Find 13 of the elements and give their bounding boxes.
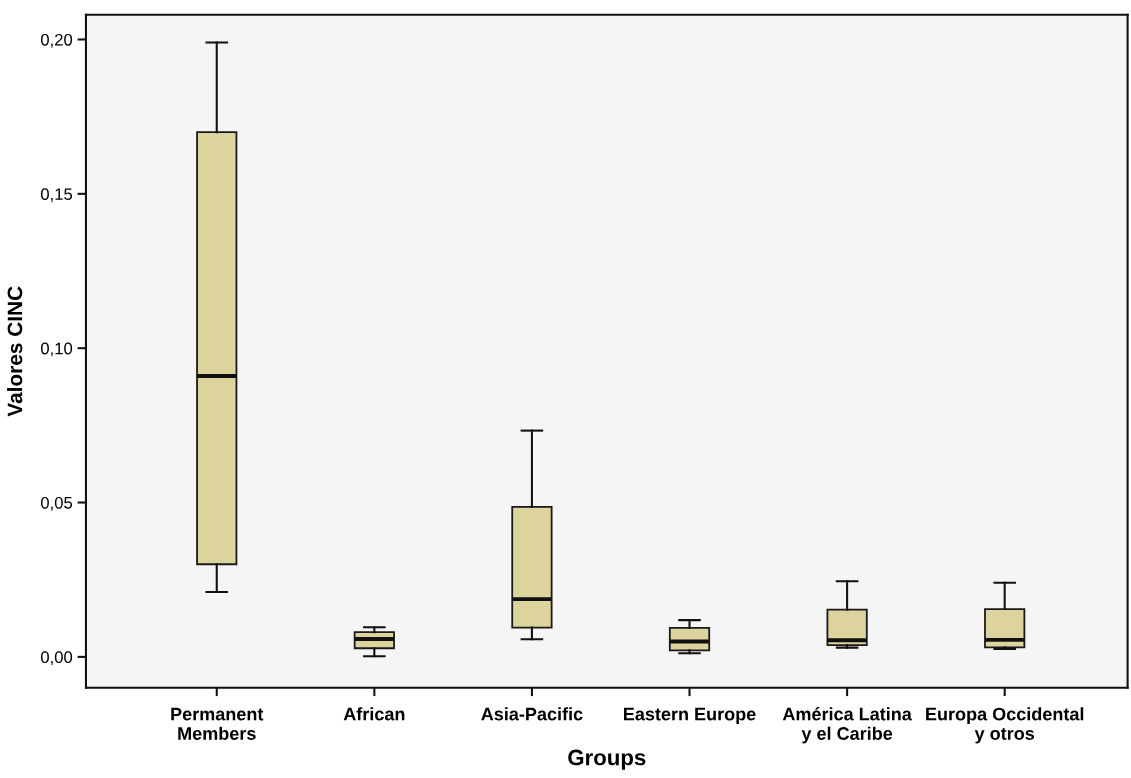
x-axis-title: Groups [568, 749, 646, 770]
x-tick-label: Permanent Members [171, 707, 264, 740]
x-tick-label: African [343, 707, 405, 721]
y-tick-label: 0,00 [40, 651, 73, 666]
x-tick-label: Asia-Pacific [481, 707, 583, 721]
x-tick-label: Eastern Europe [624, 707, 756, 725]
y-tick-label: 0,10 [40, 342, 73, 357]
x-tick-label: Europa Occidental y otros [926, 707, 1084, 744]
y-tick-label: 0,20 [40, 33, 73, 48]
x-tick-label: América Latina y el Caribe [782, 707, 912, 744]
y-axis-title: Valores CINC [7, 286, 23, 417]
y-tick-label: 0,05 [40, 496, 73, 511]
y-tick-label: 0,15 [40, 188, 73, 202]
